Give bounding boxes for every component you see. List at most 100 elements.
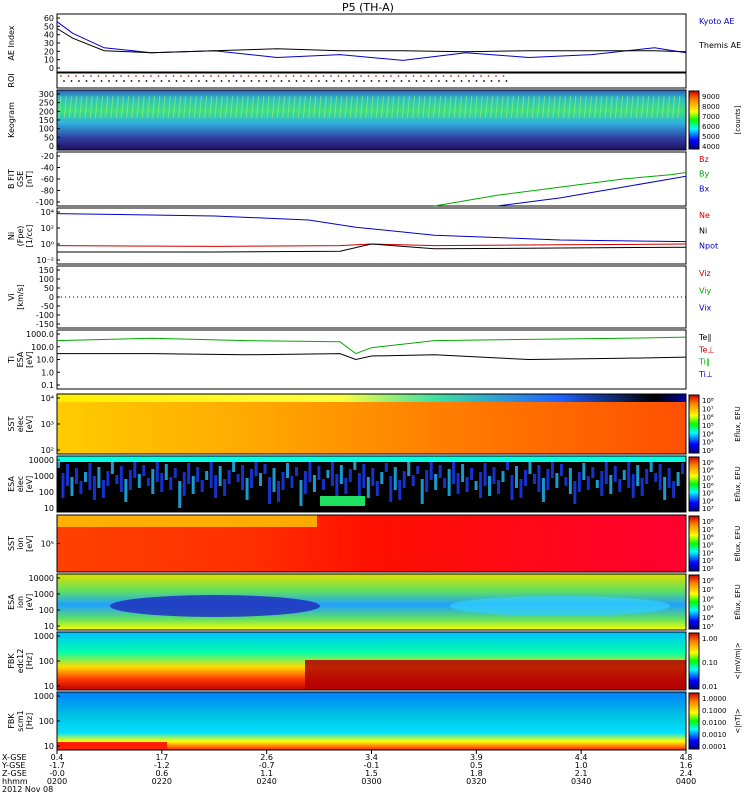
colorbar-tick-label: 10⁶	[702, 534, 714, 542]
esa-elec-flux-cell	[672, 481, 676, 498]
colorbar-unit: Eflux, EFU	[734, 526, 742, 561]
roi-marker	[472, 75, 475, 77]
roi-marker	[240, 75, 242, 77]
esa-elec-flux-cell	[443, 478, 447, 488]
keogram-streak	[625, 95, 629, 119]
roi-marker	[277, 75, 280, 77]
esa-elec-flux-cell	[465, 477, 469, 492]
roi-marker	[198, 80, 200, 82]
esa-elec-flux-cell	[506, 462, 509, 470]
panel-temp-ylabel: ESA	[16, 351, 25, 367]
roi-marker	[502, 75, 505, 77]
keogram-streak	[292, 95, 296, 119]
keogram-streak	[552, 95, 556, 119]
keogram-streak	[58, 95, 62, 119]
esa-elec-flux-cell	[483, 463, 487, 486]
roi-marker	[105, 75, 107, 77]
esa-elec-flux-cell	[191, 476, 195, 494]
keogram-streak	[640, 95, 644, 119]
colorbar-tick-label: 10⁷	[702, 586, 714, 594]
keogram-streak	[152, 95, 156, 119]
esa-elec-flux-cell	[461, 464, 465, 482]
keogram-streak	[110, 95, 114, 119]
keogram-streak	[256, 95, 260, 119]
esa-elec-flux-cell	[182, 472, 186, 496]
esa-elec-flux-cell	[604, 462, 608, 484]
time-axis-row-label: hhmm	[2, 777, 28, 786]
esa-elec-flux-cell	[420, 479, 424, 504]
esa-elec-flux-cell	[209, 462, 213, 488]
roi-marker	[195, 75, 197, 77]
roi-marker	[325, 80, 328, 82]
roi-marker	[225, 75, 227, 77]
keogram-streak	[630, 95, 634, 119]
esa-elec-flux-cell	[57, 460, 60, 468]
roi-marker	[453, 80, 455, 82]
keogram-streak	[661, 95, 665, 119]
roi-marker	[378, 80, 380, 82]
panel-esa_e: ESA elec [eV] 10000 1000 100 10 10⁹10⁸10⁷10⁶10⁵…	[7, 455, 742, 513]
keogram-streak	[672, 95, 676, 119]
time-axis-value: 1.0	[575, 761, 588, 770]
panel-bfit-plot-area	[57, 152, 686, 206]
esa-elec-flux-cell	[470, 468, 474, 480]
keogram-streak	[219, 95, 223, 119]
roi-marker	[142, 75, 145, 77]
keogram-streak	[120, 95, 124, 119]
roi-marker	[390, 75, 392, 77]
roi-marker	[150, 75, 152, 77]
esa-elec-flux-cell	[618, 479, 622, 492]
colorbar-tick-label: 10³	[702, 439, 714, 447]
keogram-streak	[568, 95, 572, 119]
panel-ae-plot-area	[57, 14, 686, 72]
esa-elec-flux-cell	[254, 460, 258, 476]
esa-elec-flux-cell	[205, 471, 209, 480]
keogram-streak	[365, 95, 369, 119]
colorbar-sst_i	[688, 515, 700, 572]
esa-elec-flux-cell	[133, 461, 137, 478]
panel-velocity-ylabel: Vi	[7, 293, 16, 301]
esa-elec-flux-cell	[74, 468, 78, 484]
colorbar-esa_e	[688, 456, 700, 512]
esa-elec-top-band	[57, 456, 686, 462]
time-axis-value: 0300	[361, 777, 381, 786]
panel-temp-plot-area	[57, 330, 686, 389]
roi-marker	[190, 80, 193, 82]
roi-marker	[70, 80, 73, 82]
series-bfit-bx	[497, 175, 687, 207]
esa-elec-flux-cell	[559, 464, 563, 476]
esa-elec-flux-cell	[407, 462, 411, 476]
esa-elec-flux-cell	[555, 473, 559, 488]
keogram-streak	[484, 95, 488, 119]
keogram-streak	[396, 95, 400, 119]
legend-entry: Vix	[699, 304, 712, 313]
roi-marker	[393, 80, 395, 82]
sst-ion-top-band	[57, 515, 317, 527]
roi-marker	[423, 80, 425, 82]
colorbar-keogram	[688, 90, 700, 150]
keogram-streak	[479, 95, 483, 119]
colorbar-tick-label: 10²	[702, 447, 714, 455]
sst-elec-high-energy-band	[57, 394, 686, 402]
esa-elec-low-energy-patch	[320, 496, 365, 506]
esa-elec-flux-cell	[178, 481, 182, 508]
esa-elec-flux-cell	[474, 481, 478, 490]
keogram-streak	[209, 95, 213, 119]
panel-bfit: B FIT GSE [nT] -20 -40 -60 -80 -100 Bz By Bx	[7, 151, 709, 207]
esa-elec-flux-cell	[245, 478, 249, 500]
time-axis-value: 1.1	[260, 769, 273, 778]
roi-marker	[75, 75, 77, 77]
time-axis-value: 3.9	[470, 753, 483, 762]
keogram-streak	[557, 95, 561, 119]
time-axis-value: 2.4	[680, 769, 693, 778]
roi-marker	[243, 80, 245, 82]
keogram-streak	[438, 95, 442, 119]
keogram-streak	[464, 95, 468, 119]
roi-marker	[63, 80, 65, 82]
y-tick-label: 100	[39, 606, 54, 615]
esa-elec-flux-cell	[371, 468, 375, 486]
esa-elec-flux-cell	[259, 473, 263, 486]
roi-marker	[468, 80, 470, 82]
esa-elec-flux-cell	[434, 474, 438, 490]
y-tick-label: 10⁵	[41, 540, 54, 549]
